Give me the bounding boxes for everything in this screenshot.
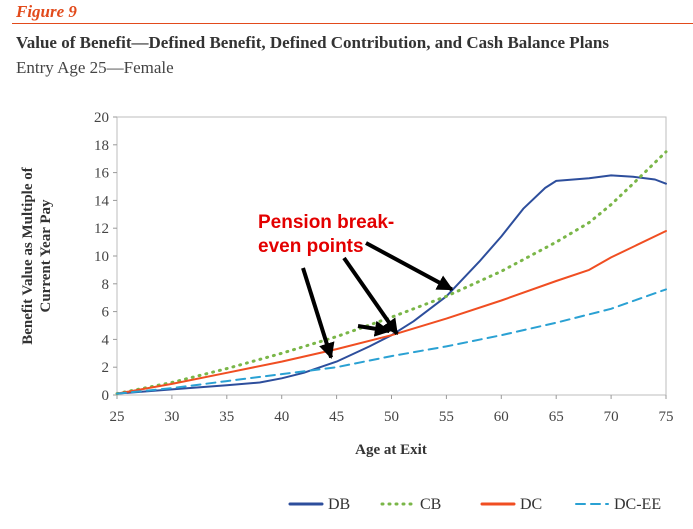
x-tick-label: 45	[329, 409, 344, 425]
x-tick-label: 30	[164, 409, 179, 425]
chart-title: Value of Benefit—Defined Benefit, Define…	[16, 33, 609, 52]
y-tick-label: 14	[94, 193, 110, 209]
x-tick-label: 60	[494, 409, 509, 425]
annotation-arrows	[301, 241, 454, 359]
annotation-arrow	[342, 256, 399, 336]
y-tick-label: 16	[94, 166, 110, 182]
series-cb-line	[115, 150, 668, 396]
x-tick-label: 55	[439, 409, 454, 425]
legend-label-dc-ee: DC-EE	[614, 496, 661, 513]
y-tick-label: 0	[102, 388, 110, 404]
annotation-arrow	[301, 267, 335, 359]
y-axis: 0 2 4 6 8 10 12 14 16 18 20	[94, 110, 117, 404]
y-tick-label: 10	[94, 249, 109, 265]
x-tick-label: 35	[219, 409, 234, 425]
header-rule	[12, 23, 693, 24]
y-tick-label: 6	[102, 305, 110, 321]
x-tick-label: 70	[604, 409, 619, 425]
x-tick-label: 40	[274, 409, 289, 425]
series-dc-ee-line	[116, 288, 667, 395]
figure-label: Figure 9	[16, 2, 77, 21]
y-tick-label: 2	[102, 360, 110, 376]
x-axis-label: Age at Exit	[355, 442, 427, 458]
x-tick-label: 50	[384, 409, 399, 425]
series-dc-line	[116, 230, 667, 395]
x-axis: 25 30 35 40 45 50 55 60 65 70 75	[110, 395, 674, 425]
annotation-arrow	[365, 241, 454, 292]
series-db-line	[116, 174, 667, 395]
x-tick-label: 75	[659, 409, 674, 425]
legend-label-cb: CB	[420, 496, 441, 513]
y-tick-label: 20	[94, 110, 109, 126]
annotation-line2: even points	[258, 236, 364, 257]
y-tick-label: 8	[102, 277, 110, 293]
chart-subtitle: Entry Age 25—Female	[16, 58, 174, 77]
annotation-arrow	[357, 320, 391, 337]
y-axis-label-line1: Benefit Value as Multiple of	[20, 166, 36, 345]
legend: DB CB DC DC-EE	[288, 496, 661, 513]
series-layer	[115, 150, 668, 396]
annotation-line1: Pension break-	[258, 212, 394, 233]
legend-label-dc: DC	[520, 496, 542, 513]
legend-label-db: DB	[328, 496, 350, 513]
x-tick-label: 25	[110, 409, 125, 425]
y-tick-label: 18	[94, 138, 109, 154]
y-tick-label: 4	[102, 332, 110, 348]
x-tick-label: 65	[549, 409, 564, 425]
y-tick-label: 12	[94, 221, 109, 237]
y-axis-label-line2: Current Year Pay	[38, 199, 54, 313]
